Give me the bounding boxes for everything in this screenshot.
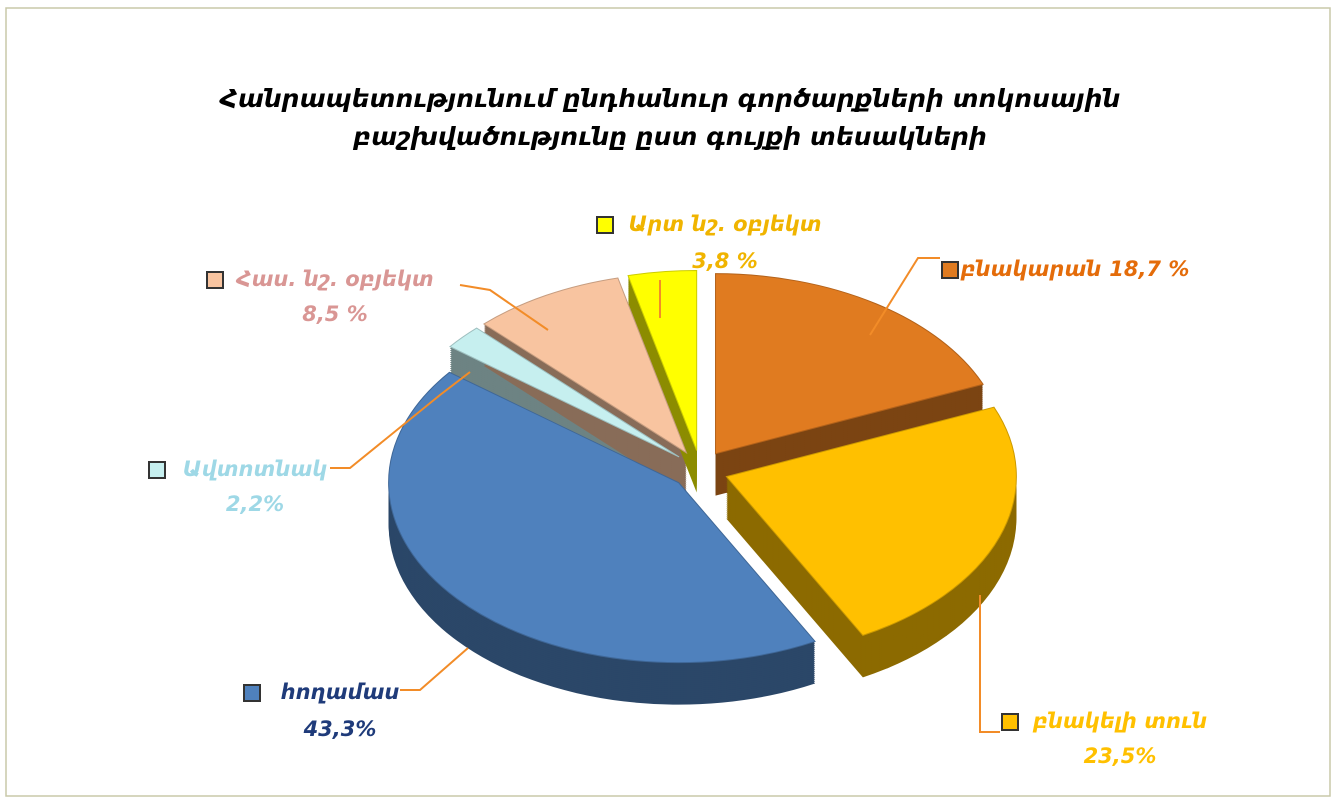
legend-marker <box>941 261 959 279</box>
legend-marker <box>243 684 261 702</box>
leader-line <box>869 257 940 336</box>
category-label: հողամաս <box>281 680 400 704</box>
slice <box>715 273 984 455</box>
chart-title: Հանրապետությունում ընդհանուր գործարքների… <box>219 84 1121 113</box>
chart-title: բաշխվածությունը ըստ գույքի տեսակների <box>352 122 987 151</box>
value-label: 43,3% <box>303 717 377 741</box>
slice <box>725 406 1017 636</box>
value-label: 3,8 % <box>692 249 758 273</box>
category-label: Ավտոտնակ <box>183 457 327 481</box>
slice <box>388 371 816 664</box>
leader-line <box>400 647 469 691</box>
leader-line <box>330 371 471 469</box>
value-label: 8,5 % <box>302 302 368 326</box>
data-label: բնակարան 18,7 % <box>960 257 1190 281</box>
category-label: Արտ նշ. օբյեկտ <box>628 212 821 236</box>
leader-line <box>979 595 1000 733</box>
value-label: 23,5% <box>1084 744 1157 768</box>
legend-marker <box>596 216 614 234</box>
pie <box>388 270 1017 705</box>
category-label: Հաս. նշ. օբյեկտ <box>235 267 433 291</box>
legend-marker <box>1001 713 1019 731</box>
leader-line <box>459 284 549 331</box>
category-label: բնակելի տուն <box>1032 709 1207 733</box>
slice <box>627 270 698 451</box>
category-label: բնակարան <box>960 257 1102 281</box>
slice <box>449 327 680 458</box>
legend-marker <box>148 461 166 479</box>
legend-marker <box>206 271 224 289</box>
value-label: 2,2% <box>226 492 284 516</box>
value-label: 18,7 % <box>1109 257 1189 281</box>
